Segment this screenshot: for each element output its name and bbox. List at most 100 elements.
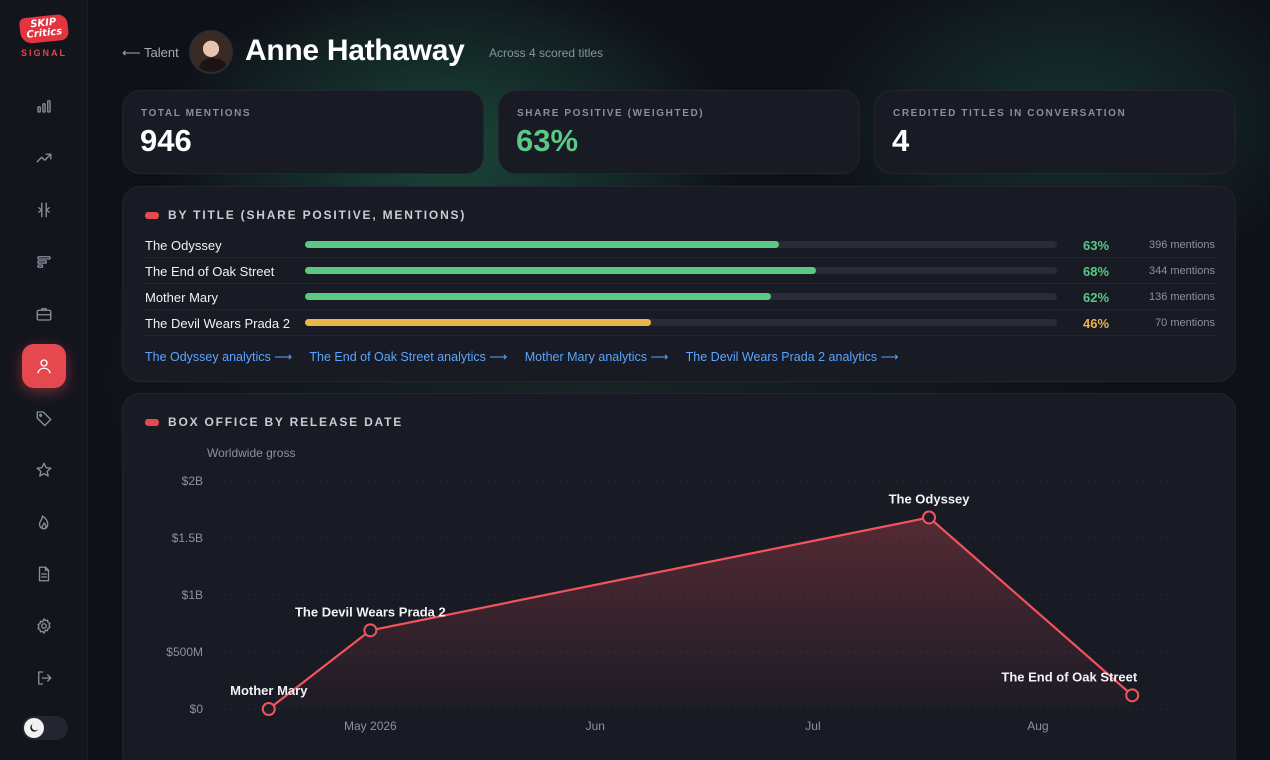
list-bars-icon <box>37 256 51 268</box>
share-percent: 46% <box>1083 316 1110 331</box>
title-name: The End of Oak Street <box>145 264 275 279</box>
logo-subtitle: SIGNAL <box>20 48 67 58</box>
data-point-label: The Devil Wears Prada 2 <box>295 604 446 619</box>
link-end-of-oak-street-analytics[interactable]: The End of Oak Street analytics ⟶ <box>309 350 508 364</box>
page-title: Anne Hathaway <box>245 34 465 67</box>
by-title-card: BY TITLE (SHARE POSITIVE, MENTIONS) The … <box>122 186 1236 382</box>
section-title: BY TITLE (SHARE POSITIVE, MENTIONS) <box>144 208 467 222</box>
series-area <box>268 517 1133 709</box>
mention-count: 70 mentions <box>1155 317 1215 329</box>
logout-icon <box>38 671 52 685</box>
page-subtitle: Across 4 scored titles <box>489 46 604 60</box>
share-bar-track <box>305 319 1057 326</box>
nav-item-compare[interactable] <box>22 188 66 232</box>
logo-bottom-text: Critics <box>26 26 63 41</box>
share-bar-track <box>305 241 1057 248</box>
document-icon <box>38 566 50 582</box>
title-links: The Odyssey analytics ⟶ The End of Oak S… <box>145 349 913 364</box>
series-line <box>268 516 1133 710</box>
stat-label: CREDITED TITLES IN CONVERSATION <box>893 108 1127 119</box>
section-title: BOX OFFICE BY RELEASE DATE <box>144 415 404 429</box>
share-percent: 62% <box>1083 290 1110 305</box>
moon-icon <box>30 724 38 732</box>
stat-value: 63% <box>516 123 579 158</box>
theme-toggle[interactable] <box>22 716 68 740</box>
nav-item-analytics[interactable] <box>22 84 66 128</box>
nav-item-reports[interactable] <box>22 552 66 596</box>
title-name: The Odyssey <box>145 238 222 253</box>
y-axis-label: Worldwide gross <box>207 446 295 460</box>
y-tick-label: $1B <box>182 588 203 602</box>
star-icon <box>36 462 52 477</box>
data-point <box>261 702 276 716</box>
section-marker <box>144 211 160 219</box>
x-tick-label: Jun <box>586 719 605 733</box>
y-tick-label: $0 <box>190 702 204 716</box>
briefcase-icon <box>36 308 52 321</box>
title-row[interactable]: The Odyssey 63% 396 mentions <box>145 232 1215 258</box>
share-bar-track <box>305 267 1057 274</box>
link-devil-wears-prada-2-analytics[interactable]: The Devil Wears Prada 2 analytics ⟶ <box>685 350 899 364</box>
nav-item-rankings[interactable] <box>22 240 66 284</box>
y-tick-label: $2B <box>182 474 203 488</box>
mention-count: 396 mentions <box>1148 239 1215 251</box>
stat-value: 4 <box>892 123 910 158</box>
nav-item-tags[interactable] <box>22 396 66 440</box>
title-name: The Devil Wears Prada 2 <box>145 316 290 331</box>
tag-icon <box>36 411 52 427</box>
flame-icon <box>38 515 49 530</box>
title-row[interactable]: The Devil Wears Prada 2 46% 70 mentions <box>145 310 1215 336</box>
bar-chart-icon <box>37 100 51 113</box>
share-percent: 68% <box>1083 264 1110 279</box>
share-bar-fill <box>305 293 772 300</box>
data-point-label: Mother Mary <box>230 683 308 698</box>
theme-toggle-knob <box>24 718 44 738</box>
split-icon <box>38 202 50 218</box>
link-mother-mary-analytics[interactable]: Mother Mary analytics ⟶ <box>524 350 669 364</box>
data-point-label: The End of Oak Street <box>1001 669 1137 684</box>
stat-value: 946 <box>140 123 192 158</box>
data-point-label: The Odyssey <box>889 491 971 506</box>
sidebar: SKIP Critics SIGNAL <box>0 0 88 760</box>
share-bar-fill <box>305 267 817 274</box>
avatar <box>189 30 233 74</box>
nav-item-settings[interactable] <box>22 604 66 648</box>
y-tick-label: $500M <box>166 645 203 659</box>
user-icon <box>37 359 51 374</box>
mention-count: 344 mentions <box>1148 265 1215 277</box>
nav-item-logout[interactable] <box>22 656 66 700</box>
gear-icon <box>37 618 51 634</box>
x-tick-label: May 2026 <box>344 719 397 733</box>
brand-logo[interactable]: SKIP Critics SIGNAL <box>14 13 74 62</box>
title-name: Mother Mary <box>145 290 218 305</box>
stat-card-share-positive: SHARE POSITIVE (WEIGHTED) 63% <box>498 90 860 174</box>
title-row[interactable]: The End of Oak Street 68% 344 mentions <box>145 258 1215 284</box>
x-tick-label: Jul <box>805 719 820 733</box>
share-bar-track <box>305 293 1057 300</box>
box-office-card: BOX OFFICE BY RELEASE DATE Worldwide gro… <box>122 393 1236 760</box>
trend-up-icon <box>36 153 52 163</box>
section-title-text: BY TITLE (SHARE POSITIVE, MENTIONS) <box>168 208 467 222</box>
data-point <box>1125 688 1140 703</box>
data-point <box>922 510 937 525</box>
section-title-text: BOX OFFICE BY RELEASE DATE <box>168 415 404 429</box>
title-row[interactable]: Mother Mary 62% 136 mentions <box>145 284 1215 310</box>
logo-mark: SKIP Critics <box>18 13 70 45</box>
link-the-odyssey-analytics[interactable]: The Odyssey analytics ⟶ <box>145 350 293 364</box>
nav-item-favorites[interactable] <box>22 448 66 492</box>
share-bar-fill <box>305 319 651 326</box>
nav-item-hot[interactable] <box>22 500 66 544</box>
box-office-chart: Worldwide gross $0 $500M $1B $1.5B $2B May 202… <box>166 446 1183 733</box>
nav-item-trends[interactable] <box>22 136 66 180</box>
stat-card-total-mentions: TOTAL MENTIONS 946 <box>122 90 484 174</box>
x-tick-label: Aug <box>1027 719 1048 733</box>
mention-count: 136 mentions <box>1148 291 1215 303</box>
nav-item-talent[interactable] <box>22 344 66 388</box>
stat-label: SHARE POSITIVE (WEIGHTED) <box>517 108 705 119</box>
data-point <box>363 623 378 638</box>
stat-label: TOTAL MENTIONS <box>141 108 252 119</box>
share-bar-fill <box>305 241 779 248</box>
stat-card-credited-titles: CREDITED TITLES IN CONVERSATION 4 <box>874 90 1236 174</box>
nav-item-projects[interactable] <box>22 292 66 336</box>
back-to-talent-link[interactable]: ⟵ Talent <box>122 45 179 60</box>
